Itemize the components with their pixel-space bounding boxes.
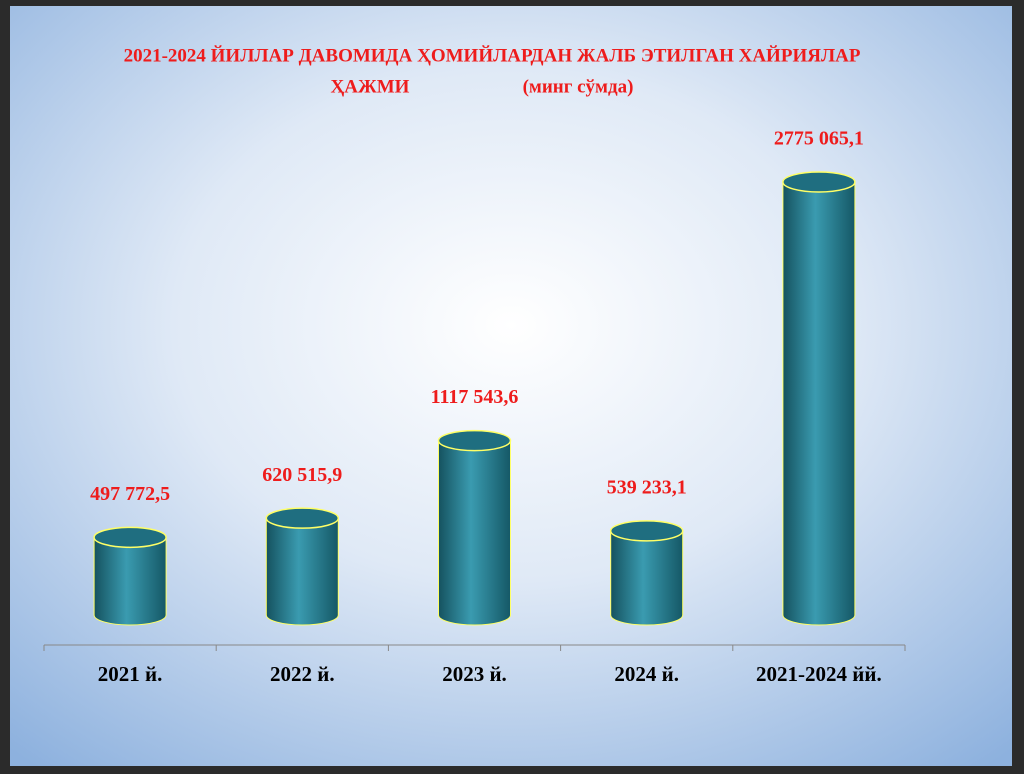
x-tick-label: 2021-2024 йй. [756,662,882,686]
chart-subtitle: (минг сўмда) [523,76,634,97]
x-tick-label: 2024 й. [614,662,679,686]
bar-top [609,520,684,542]
bar [610,530,684,626]
bar [782,181,856,626]
chart-title: ҲАЖМИ [331,76,410,97]
bar [265,517,339,626]
bar-top [265,507,340,529]
value-label: 2775 065,1 [774,128,864,150]
value-label: 497 772,5 [90,483,170,505]
value-label: 620 515,9 [262,464,342,486]
x-tick-label: 2021 й. [98,662,163,686]
value-label: 1117 543,6 [431,386,519,408]
bar-top [93,526,167,549]
chart-title: 2021-2024 ЙИЛЛАР ДАВОМИДА ҲОМИЙЛАРДАН ЖА… [124,44,861,66]
bar-top [437,429,512,452]
bar-top [782,171,856,193]
x-tick-label: 2022 й. [270,662,335,686]
bar [93,536,167,626]
x-tick-label: 2023 й. [442,662,507,686]
bar [438,440,511,626]
value-label: 539 233,1 [607,476,687,498]
